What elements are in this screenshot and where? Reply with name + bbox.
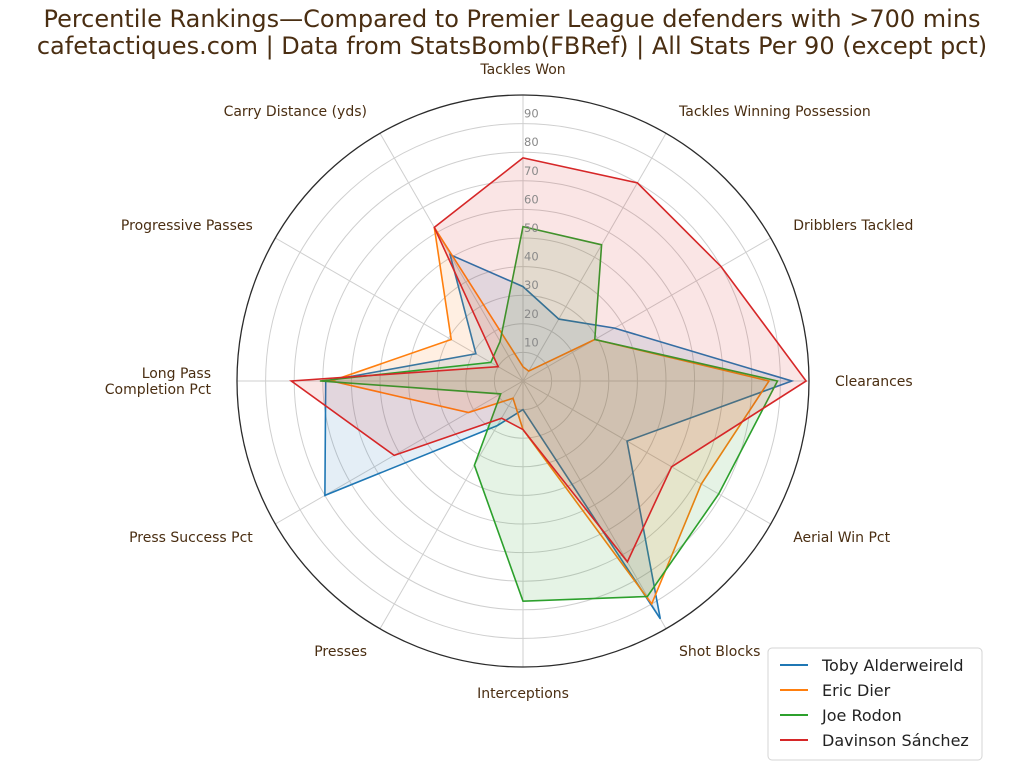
category-label: Presses xyxy=(314,644,367,660)
tick-label: 20 xyxy=(524,307,539,321)
radar-grid xyxy=(236,94,810,668)
series-area xyxy=(291,157,807,562)
category-label: Carry Distance (yds) xyxy=(224,104,367,120)
series-area xyxy=(324,254,792,619)
grid-spoke xyxy=(522,380,771,525)
legend-item: Joe Rodon xyxy=(780,706,902,725)
category-label: Press Success Pct xyxy=(129,530,253,546)
series-3 xyxy=(289,157,808,564)
category-label: Tackles Winning Possession xyxy=(678,104,871,120)
legend-item: Eric Dier xyxy=(780,681,891,700)
radar-series xyxy=(289,157,808,620)
legend-label: Davinson Sánchez xyxy=(822,731,969,750)
category-label: Interceptions xyxy=(477,686,569,702)
radial-tick-labels: 10 20 30 40 50 60 70 80 90 xyxy=(524,107,539,350)
legend-label: Eric Dier xyxy=(822,681,891,700)
category-label: Long Pass Completion Pct xyxy=(105,366,212,398)
series-area xyxy=(331,227,769,604)
chart-title: Percentile Rankings—Compared to Premier … xyxy=(43,5,980,33)
category-label: Clearances xyxy=(835,374,913,390)
category-label: Tackles Won xyxy=(479,62,565,78)
legend-label: Joe Rodon xyxy=(821,706,902,725)
series-line xyxy=(289,157,808,564)
series-line xyxy=(324,253,795,620)
grid-spoke xyxy=(275,237,524,382)
series-2 xyxy=(319,225,779,603)
legend: Toby Alderweireld Eric Dier Joe Rodon Davin… xyxy=(767,647,983,761)
outer-frame xyxy=(236,94,810,668)
tick-label: 10 xyxy=(524,335,539,349)
tick-label: 70 xyxy=(524,164,539,178)
legend-label: Toby Alderweireld xyxy=(821,656,964,675)
series-0 xyxy=(324,253,795,620)
grid-spoke xyxy=(522,380,667,629)
category-label: Shot Blocks xyxy=(679,644,760,660)
tick-label: 90 xyxy=(524,107,539,121)
series-area xyxy=(319,226,778,602)
grid-spoke xyxy=(275,380,524,525)
tick-label: 50 xyxy=(524,221,539,235)
tick-label: 30 xyxy=(524,278,539,292)
category-label: Progressive Passes xyxy=(121,218,253,234)
category-labels: Tackles Won Tackles Winning Possession Dri… xyxy=(105,62,914,702)
series-line xyxy=(319,225,779,603)
legend-item: Toby Alderweireld xyxy=(780,656,964,675)
category-label: Dribblers Tackled xyxy=(793,218,913,234)
grid-spoke xyxy=(522,237,771,382)
category-label: Aerial Win Pct xyxy=(793,530,890,546)
tick-label: 40 xyxy=(524,250,539,264)
chart-subtitle: cafetactiques.com | Data from StatsBomb(… xyxy=(37,32,987,60)
grid-spoke xyxy=(379,380,524,629)
tick-label: 60 xyxy=(524,192,539,206)
grid-spoke xyxy=(522,133,667,382)
legend-box xyxy=(767,647,983,761)
legend-item: Davinson Sánchez xyxy=(780,731,969,750)
tick-label: 80 xyxy=(524,135,539,149)
